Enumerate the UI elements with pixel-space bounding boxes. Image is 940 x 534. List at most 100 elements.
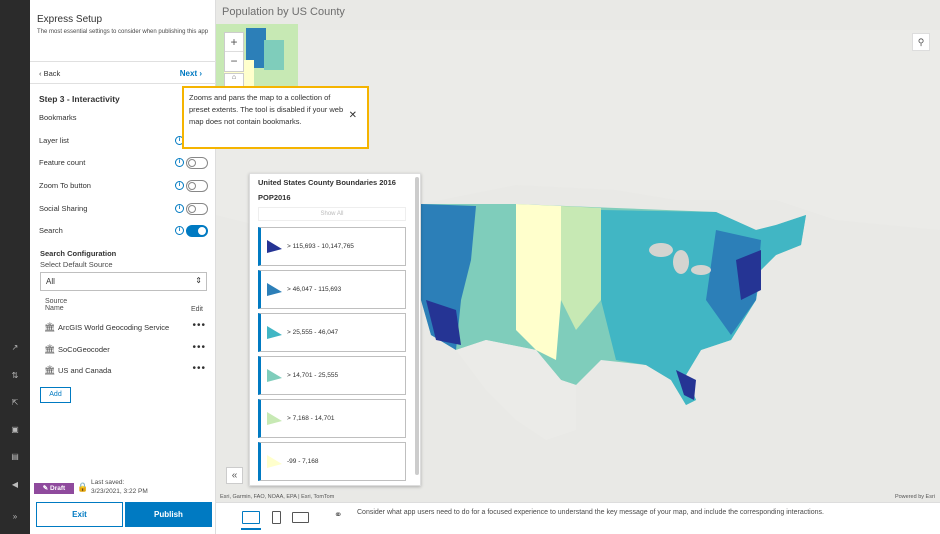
building-icon: 🏛 — [44, 322, 56, 332]
option-label: Zoom To button — [39, 181, 91, 190]
tip-text: Consider what app users need to do for a… — [357, 509, 824, 516]
class-label: > 7,168 - 14,701 — [287, 415, 335, 422]
active-device-indicator — [241, 528, 261, 530]
search-icon[interactable]: ⚲ — [912, 33, 930, 51]
save-icon[interactable]: ▣ — [11, 425, 19, 434]
alaska-county — [246, 28, 266, 68]
mobile-preview-icon[interactable] — [272, 511, 281, 524]
add-source-button[interactable]: Add — [40, 387, 71, 403]
source-name: SoCoGeocoder — [58, 345, 110, 354]
zoom-control: + − — [224, 32, 244, 72]
more-options-icon[interactable]: ••• — [192, 320, 206, 331]
default-source-label: Select Default Source — [40, 260, 113, 269]
alaska-county — [264, 40, 284, 70]
building-icon: 🏛 — [44, 344, 56, 354]
zoom-out-button[interactable]: − — [230, 54, 238, 68]
option-label: Bookmarks — [39, 113, 77, 122]
legend-scrollbar[interactable] — [415, 177, 419, 475]
map-attribution[interactable]: Esri, Garmin, FAO, NOAA, EPA | Esri, Tom… — [220, 494, 335, 500]
legend-class[interactable]: > 25,555 - 46,047 — [258, 313, 406, 352]
option-feature-count: Feature count i — [39, 156, 209, 170]
show-all-button[interactable]: Show All — [258, 207, 406, 221]
legend-field: POP2016 — [258, 193, 291, 202]
back-label: Back — [43, 69, 61, 78]
preview-bar: ⚭ Consider what app users need to do for… — [216, 502, 940, 534]
legend-class[interactable]: > 7,168 - 14,701 — [258, 399, 406, 438]
northeast-region — [736, 250, 761, 300]
great-lake — [673, 250, 689, 274]
chat-icon[interactable]: ▤ — [11, 452, 19, 461]
info-icon[interactable]: i — [175, 158, 184, 167]
source-row: 🏛 ArcGIS World Geocoding Service ••• — [44, 320, 206, 335]
search-config-title: Search Configuration — [40, 249, 117, 258]
desktop-preview-icon[interactable] — [242, 511, 260, 524]
legend-panel: United States County Boundaries 2016 POP… — [249, 173, 421, 486]
next-button[interactable]: Next › — [179, 69, 202, 78]
name-header: Name — [45, 305, 64, 312]
legend-class[interactable]: -99 - 7,168 — [258, 442, 406, 481]
source-row: 🏛 SoCoGeocoder ••• — [44, 342, 206, 357]
legend-class[interactable]: > 46,047 - 115,693 — [258, 270, 406, 309]
draft-badge: ✎ Draft — [34, 483, 74, 494]
info-icon[interactable]: i — [175, 226, 184, 235]
info-icon[interactable]: i — [175, 181, 184, 190]
expand-rail-icon[interactable]: » — [12, 512, 18, 521]
sort-icon[interactable]: ⇅ — [11, 371, 19, 380]
collapse-legend-button[interactable]: « — [226, 467, 243, 484]
sources-header: Source Name Edit — [45, 298, 203, 313]
feature-count-toggle[interactable] — [186, 157, 208, 169]
east-region — [601, 210, 806, 405]
plains-east-region — [561, 206, 601, 330]
source-name: US and Canada — [58, 366, 112, 375]
tablet-preview-icon[interactable] — [292, 512, 309, 523]
class-label: > 46,047 - 115,693 — [287, 286, 342, 293]
default-source-select[interactable]: All ⇕ — [40, 272, 207, 291]
building-icon: 🏛 — [44, 365, 56, 375]
toggle-knob — [188, 159, 196, 167]
publish-button[interactable]: Publish — [125, 502, 212, 527]
more-options-icon[interactable]: ••• — [192, 363, 206, 374]
option-label: Search — [39, 226, 63, 235]
legend-class[interactable]: > 14,701 - 25,555 — [258, 356, 406, 395]
source-name: ArcGIS World Geocoding Service — [58, 323, 170, 332]
speaker-icon[interactable]: ◀ — [11, 480, 19, 489]
map-view[interactable]: Population by US County + − ⌂ ⚲ « Esri, … — [216, 0, 940, 502]
florida-region — [676, 370, 696, 400]
class-swatch — [267, 283, 282, 296]
toggle-knob — [188, 182, 196, 190]
map-title: Population by US County — [222, 6, 345, 18]
search-toggle[interactable] — [186, 225, 208, 237]
great-lake — [649, 243, 673, 257]
export-icon[interactable]: ⇱ — [11, 398, 19, 407]
share-icon[interactable]: ↗ — [11, 343, 19, 352]
exit-button[interactable]: Exit — [36, 502, 123, 527]
tooltip-text: Zooms and pans the map to a collection o… — [189, 93, 344, 126]
zoom-in-button[interactable]: + — [225, 33, 243, 52]
option-label: Social Sharing — [39, 204, 88, 213]
source-row: 🏛 US and Canada ••• — [44, 363, 206, 378]
next-label: Next — [179, 69, 198, 78]
class-swatch — [267, 369, 282, 382]
toggle-knob — [198, 227, 206, 235]
california-region — [426, 300, 461, 345]
more-options-icon[interactable]: ••• — [192, 342, 206, 353]
class-label: > 25,555 - 46,047 — [287, 329, 339, 336]
option-label: Layer list — [39, 136, 70, 145]
legend-class[interactable]: > 115,693 - 10,147,765 — [258, 227, 406, 266]
class-label: > 14,701 - 25,555 — [287, 372, 339, 379]
last-saved-label: Last saved: — [91, 479, 125, 486]
bookmarks-button[interactable]: ⌂ — [224, 73, 244, 87]
legend-layer-title: United States County Boundaries 2016 — [258, 178, 396, 187]
toggle-knob — [188, 205, 196, 213]
last-saved-value: 3/23/2021, 3:22 PM — [91, 488, 148, 495]
express-setup-panel: Express Setup The most essential setting… — [30, 0, 216, 534]
panel-subtitle: The most essential settings to consider … — [37, 29, 209, 35]
back-button[interactable]: ‹ Back — [39, 69, 61, 78]
close-icon[interactable]: ✕ — [348, 110, 357, 121]
social-sharing-toggle[interactable] — [186, 203, 208, 215]
zoom-to-toggle[interactable] — [186, 180, 208, 192]
updown-icon: ⇕ — [195, 276, 202, 285]
info-icon[interactable]: i — [175, 204, 184, 213]
class-swatch — [267, 240, 282, 253]
powered-by[interactable]: Powered by Esri — [894, 494, 935, 500]
